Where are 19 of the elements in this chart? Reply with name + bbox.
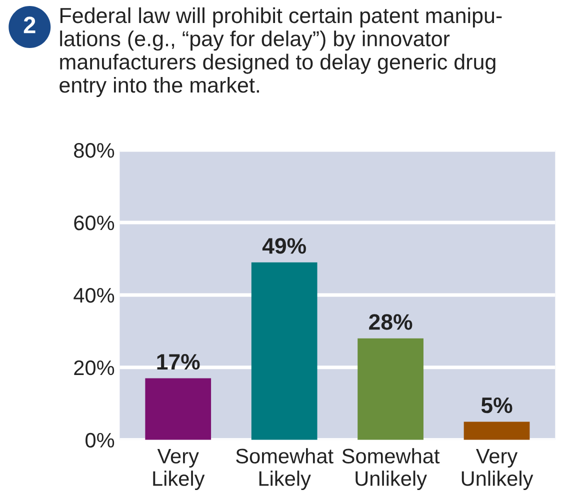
text: 2: [24, 16, 36, 34]
bar: [464, 422, 530, 440]
x-tick-label: Very Unlikely: [462, 448, 534, 490]
y-tick-label: 60%: [74, 216, 114, 230]
bar: [251, 262, 318, 440]
x-tick-label: Somewhat Likely: [236, 448, 334, 490]
data-label: 49%: [262, 238, 306, 254]
y-tick-label: 80%: [74, 143, 114, 158]
y-tick-label: 0%: [86, 432, 114, 448]
bar: [145, 378, 212, 440]
y-tick-label: 20%: [74, 360, 114, 376]
data-label: 5%: [481, 397, 512, 414]
data-label: 28%: [369, 314, 412, 330]
chart-title: Federal law will prohibit certain patent manipu- lations (e.g., “pay for delay”) by innovator manufacturers designed to delay generic drug entry into the market.: [60, 7, 502, 98]
x-tick-label: Somewhat Unlikely: [342, 448, 440, 490]
data-label: 17%: [157, 354, 200, 370]
bar: [358, 338, 424, 440]
y-tick-label: 40%: [74, 288, 114, 303]
x-tick-label: Very Likely: [153, 448, 205, 490]
